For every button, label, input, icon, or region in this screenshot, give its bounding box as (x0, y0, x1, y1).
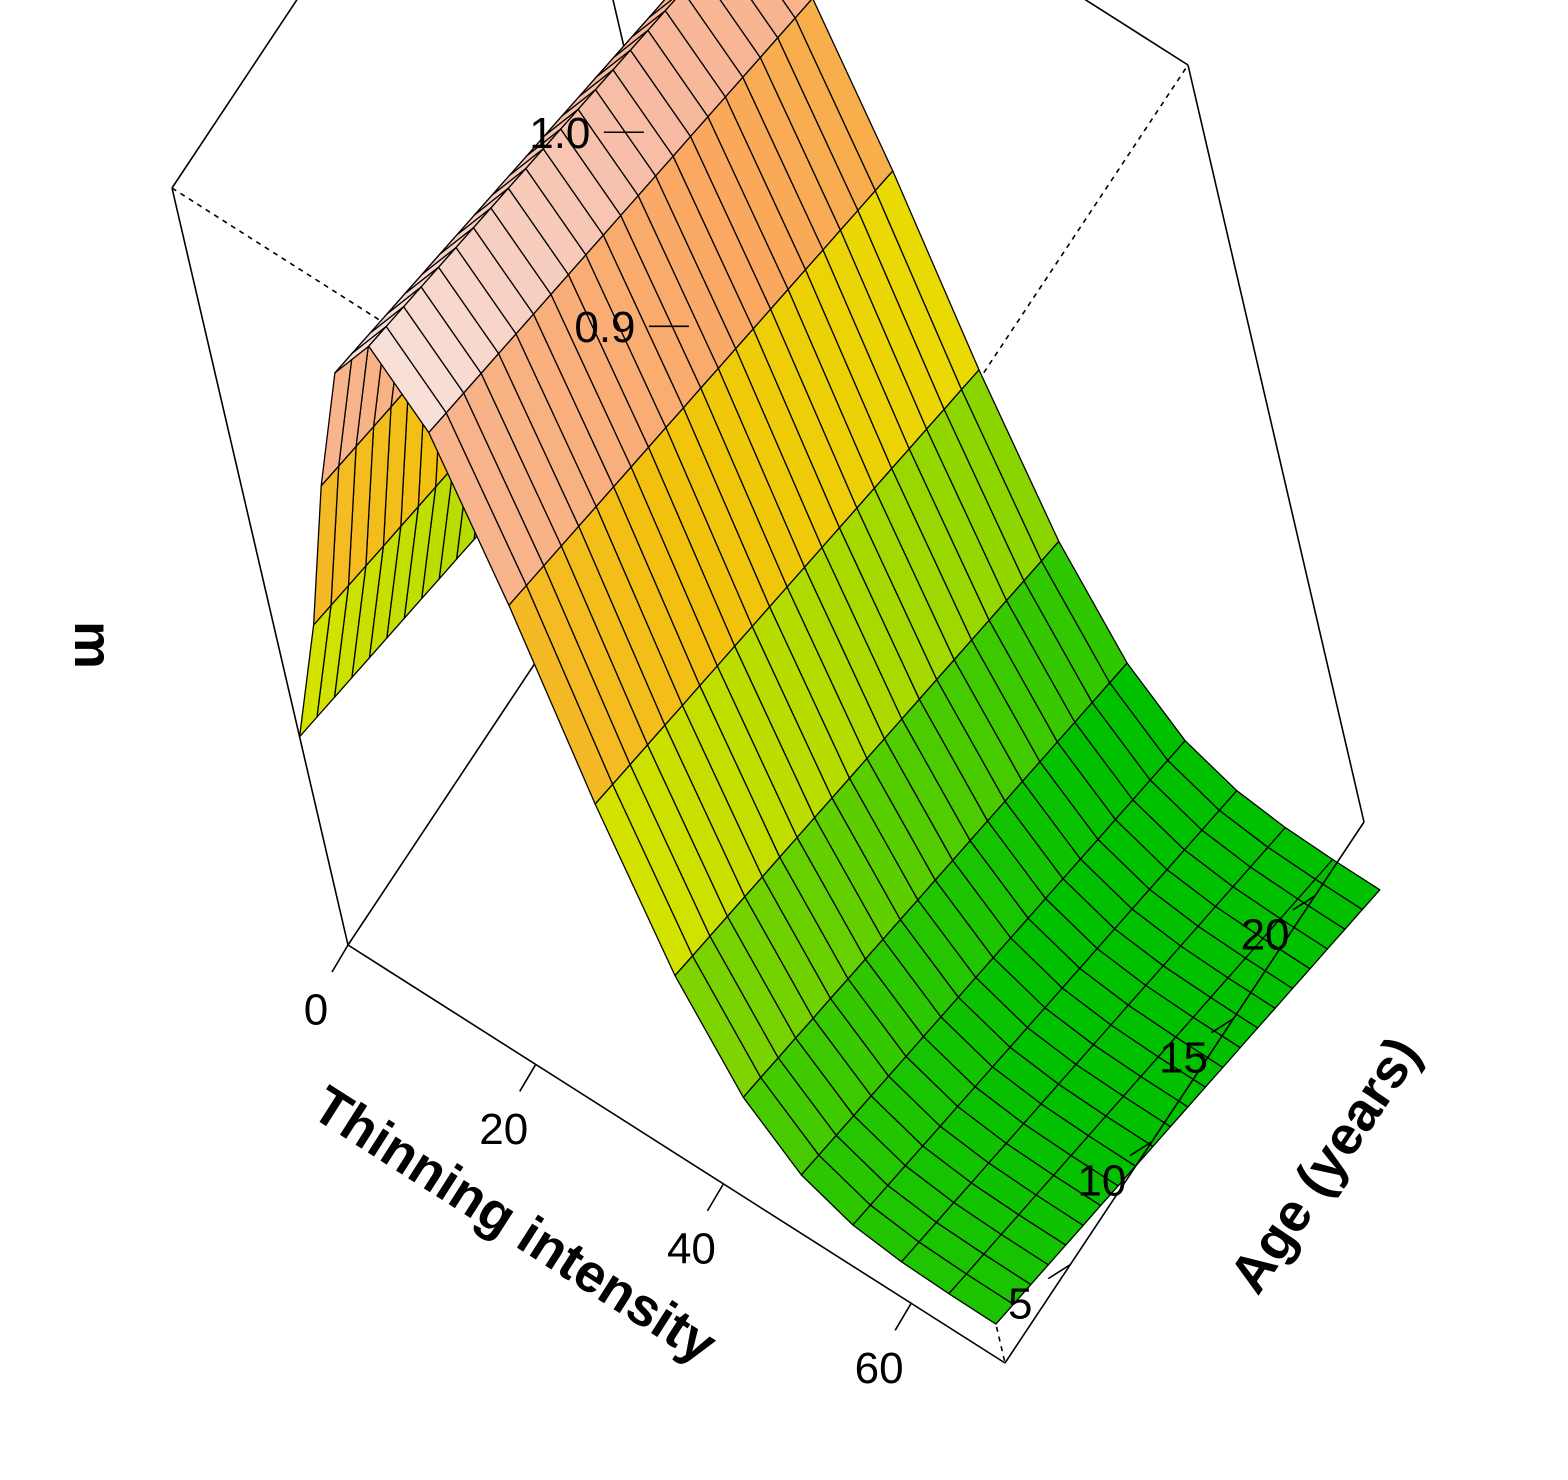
x-tick (331, 944, 349, 973)
box-edge (1187, 64, 1365, 823)
box-edge (347, 944, 1006, 1364)
box-edge (1004, 821, 1365, 1364)
y-tick-label: 20 (1241, 910, 1290, 959)
box-front-edges (171, 64, 1365, 1364)
y-tick (1292, 895, 1316, 911)
z-tick-label: 1.0 (529, 109, 590, 158)
x-tick-label: 60 (855, 1344, 904, 1393)
x-tick-label: 0 (304, 986, 328, 1035)
surface-facet (948, 1273, 1015, 1325)
x-tick-label: 20 (479, 1105, 528, 1154)
y-tick (1211, 1018, 1234, 1034)
x-tick (519, 1064, 537, 1092)
surface-facet (781, 0, 812, 19)
z-axis-title: m (63, 621, 123, 669)
x-tick (894, 1302, 912, 1331)
y-tick-label: 5 (1008, 1279, 1032, 1328)
y-tick (1129, 1141, 1153, 1157)
y-tick-label: 10 (1077, 1156, 1126, 1205)
box-edge (828, 64, 1189, 607)
z-tick-label: 0.9 (574, 303, 635, 352)
y-tick (1047, 1263, 1071, 1280)
surface-mesh (298, 0, 1381, 1325)
x-tick (706, 1183, 725, 1212)
box-edge (171, 0, 298, 189)
x-tick-label: 40 (667, 1224, 716, 1273)
y-axis-title: Age (years) (1218, 1026, 1432, 1303)
box-edge (171, 187, 349, 946)
y-tick-label: 15 (1159, 1033, 1208, 1082)
